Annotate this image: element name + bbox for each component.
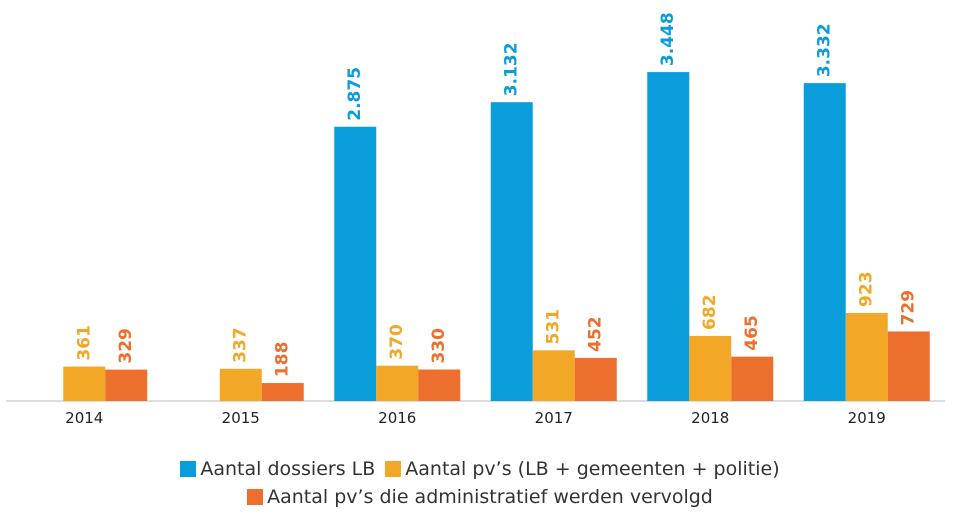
bar <box>334 126 377 401</box>
chart: 2014 361 329 2015 337 188 2016 2.875 370 330 2017 3… <box>6 12 945 427</box>
bar <box>63 366 106 401</box>
value-label: 2.875 <box>345 67 365 121</box>
legend-label: Aantal pv’s (LB + gemeenten + politie) <box>405 458 780 480</box>
x-tick-label: 2018 <box>691 409 729 427</box>
bar <box>219 368 262 401</box>
legend: Aantal dossiers LB Aantal pv’s (LB + geme… <box>130 458 830 508</box>
value-label: 370 <box>387 324 407 360</box>
legend-label: Aantal pv’s die administratief werden ve… <box>267 486 713 508</box>
value-label: 361 <box>74 325 94 361</box>
value-label: 452 <box>586 316 606 352</box>
bar <box>647 72 690 401</box>
value-label: 923 <box>857 271 877 307</box>
value-label: 729 <box>899 290 919 326</box>
legend-swatch <box>180 461 197 477</box>
legend-swatch <box>247 489 264 505</box>
x-tick-label: 2015 <box>222 409 260 427</box>
x-tick-label: 2014 <box>65 409 103 427</box>
bar <box>887 331 930 401</box>
legend-item: Aantal dossiers LB <box>180 458 375 480</box>
bar <box>261 383 304 401</box>
value-label: 3.332 <box>815 23 835 77</box>
value-label: 329 <box>116 328 136 364</box>
legend-item: Aantal pv’s die administratief werden ve… <box>247 486 713 508</box>
x-tick-label: 2019 <box>848 409 886 427</box>
bar <box>574 357 617 401</box>
bar <box>105 369 148 401</box>
value-label: 682 <box>700 294 720 330</box>
legend-item: Aantal pv’s (LB + gemeenten + politie) <box>385 458 780 480</box>
bar <box>803 83 846 401</box>
bar <box>418 369 461 401</box>
bar <box>689 335 732 401</box>
value-label: 330 <box>429 328 449 364</box>
x-tick-label: 2017 <box>535 409 573 427</box>
value-label: 531 <box>544 309 564 345</box>
bar <box>845 312 888 401</box>
legend-label: Aantal dossiers LB <box>200 458 376 480</box>
value-label: 188 <box>273 342 293 378</box>
bar <box>376 365 419 401</box>
bar <box>490 102 533 401</box>
bar <box>731 356 774 401</box>
value-label: 3.448 <box>658 12 678 66</box>
bar <box>532 350 575 401</box>
legend-swatch <box>385 461 402 477</box>
value-label: 3.132 <box>502 42 522 96</box>
x-tick-label: 2016 <box>378 409 416 427</box>
value-label: 337 <box>231 327 251 363</box>
value-label: 465 <box>742 315 762 351</box>
